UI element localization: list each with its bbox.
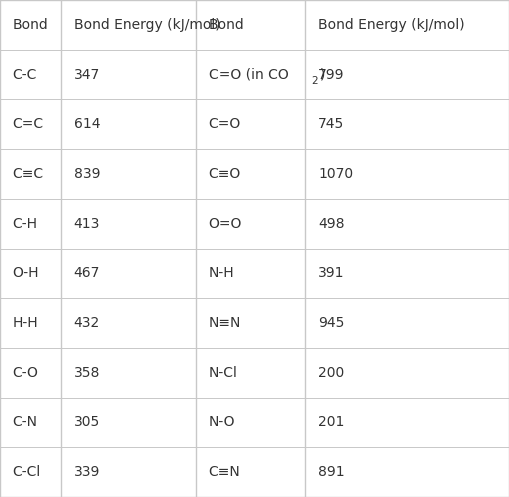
- Text: ): ): [320, 68, 326, 82]
- Text: C≡O: C≡O: [209, 167, 241, 181]
- Text: 745: 745: [318, 117, 345, 131]
- Text: 201: 201: [318, 415, 345, 429]
- Text: C-C: C-C: [13, 68, 37, 82]
- Text: 391: 391: [318, 266, 345, 280]
- Text: 799: 799: [318, 68, 345, 82]
- Text: C-N: C-N: [13, 415, 38, 429]
- Text: N≡N: N≡N: [209, 316, 241, 330]
- Text: 839: 839: [74, 167, 100, 181]
- Text: C=C: C=C: [13, 117, 44, 131]
- Text: Bond Energy (kJ/mol): Bond Energy (kJ/mol): [318, 18, 465, 32]
- Text: C-O: C-O: [13, 366, 39, 380]
- Text: 339: 339: [74, 465, 100, 479]
- Text: Bond: Bond: [209, 18, 244, 32]
- Text: N-Cl: N-Cl: [209, 366, 238, 380]
- Text: O-H: O-H: [13, 266, 39, 280]
- Text: C≡C: C≡C: [13, 167, 44, 181]
- Text: Bond: Bond: [13, 18, 48, 32]
- Text: 2: 2: [312, 76, 318, 85]
- Text: 358: 358: [74, 366, 100, 380]
- Text: N-O: N-O: [209, 415, 235, 429]
- Text: 413: 413: [74, 217, 100, 231]
- Text: N-H: N-H: [209, 266, 234, 280]
- Text: 891: 891: [318, 465, 345, 479]
- Text: 432: 432: [74, 316, 100, 330]
- Text: 305: 305: [74, 415, 100, 429]
- Text: C-H: C-H: [13, 217, 38, 231]
- Text: C=O (in CO: C=O (in CO: [209, 68, 289, 82]
- Text: 1070: 1070: [318, 167, 353, 181]
- Text: 498: 498: [318, 217, 345, 231]
- Text: O=O: O=O: [209, 217, 242, 231]
- Text: 347: 347: [74, 68, 100, 82]
- Text: 200: 200: [318, 366, 345, 380]
- Text: C≡N: C≡N: [209, 465, 240, 479]
- Text: 614: 614: [74, 117, 100, 131]
- Text: 467: 467: [74, 266, 100, 280]
- Text: 945: 945: [318, 316, 345, 330]
- Text: H-H: H-H: [13, 316, 38, 330]
- Text: C=O: C=O: [209, 117, 241, 131]
- Text: C-Cl: C-Cl: [13, 465, 41, 479]
- Text: Bond Energy (kJ/mol): Bond Energy (kJ/mol): [74, 18, 220, 32]
